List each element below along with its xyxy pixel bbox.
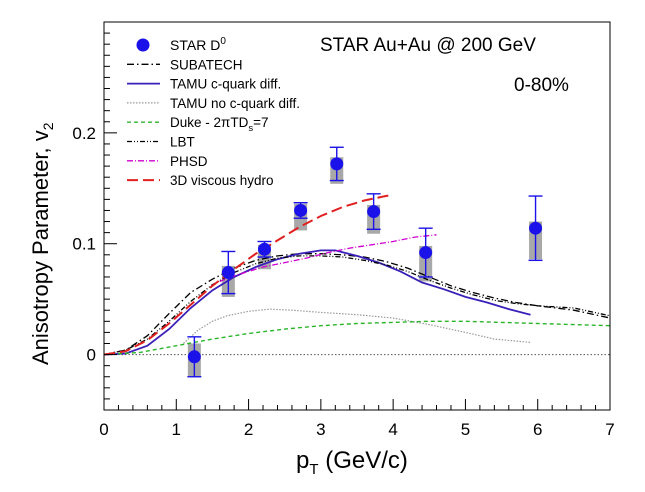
x-tick-label-0: 0 <box>99 420 108 439</box>
data-point-4 <box>294 203 308 217</box>
y-axis-label-sub: 2 <box>40 122 56 130</box>
plot-frame <box>103 21 611 411</box>
series-line-1 <box>104 253 610 356</box>
legend-label-6: PHSD <box>170 154 208 169</box>
x-axis-label-main: p <box>296 447 309 474</box>
x-tick-label-6: 6 <box>533 420 542 439</box>
x-tick-label-4: 4 <box>388 420 397 439</box>
y-tick-label-0: 0 <box>87 346 96 365</box>
legend-label-1-main: SUBATECH <box>170 57 243 72</box>
x-axis-label-tail: (GeV/c) <box>319 447 408 474</box>
legend-label-7-main: 3D viscous hydro <box>170 173 274 188</box>
legend-label-2: TAMU c-quark diff. <box>170 77 281 92</box>
chart-title: STAR Au+Au @ 200 GeV <box>320 35 536 56</box>
legend-label-1: SUBATECH <box>170 57 243 72</box>
series-line-5 <box>104 255 610 356</box>
x-tick-label-1: 1 <box>172 420 181 439</box>
x-tick-label-5: 5 <box>461 420 470 439</box>
legend-label-5-main: LBT <box>170 135 195 150</box>
data-point-3 <box>257 242 271 256</box>
y-tick-label-0.2: 0.2 <box>72 124 96 143</box>
x-axis-label-sub: T <box>309 461 318 478</box>
legend-label-4-sub: s <box>248 123 253 134</box>
x-tick-label-7: 7 <box>605 420 614 439</box>
y-tick-label-0.1: 0.1 <box>72 235 96 254</box>
series-line-4 <box>104 320 610 356</box>
series-line-6 <box>219 234 437 283</box>
legend-label-4: Duke - 2πTDs=7 <box>170 115 269 134</box>
legend-marker-star-d0 <box>136 38 150 52</box>
series-line-2 <box>104 249 531 356</box>
legend-label-5: LBT <box>170 135 195 150</box>
data-point-7 <box>419 246 433 260</box>
x-tick-label-2: 2 <box>244 420 253 439</box>
series-line-7 <box>104 193 394 356</box>
legend-label-7: 3D viscous hydro <box>170 173 274 188</box>
legend-label-4-tail: =7 <box>253 115 268 130</box>
legend-label-3: TAMU no c-quark diff. <box>170 96 300 111</box>
series-line-3 <box>183 308 531 344</box>
data-point-1 <box>187 350 201 364</box>
legend-label-2-main: TAMU c-quark diff. <box>170 77 281 92</box>
legend-label-star-d0: STAR D0 <box>170 36 226 53</box>
x-axis-label: pT (GeV/c) <box>296 447 408 478</box>
legend-label-3-main: TAMU no c-quark diff. <box>170 96 300 111</box>
chart-subtitle: 0-80% <box>514 75 569 96</box>
y-axis-label-main: Anisotropy Parameter, v <box>28 130 53 365</box>
legend-label-star-d0-main: STAR D <box>170 37 220 53</box>
y-axis-label: Anisotropy Parameter, v2 <box>28 122 56 365</box>
x-tick-label-3: 3 <box>316 420 325 439</box>
data-point-2 <box>221 266 235 280</box>
data-point-5 <box>330 157 344 171</box>
legend-label-star-d0-sup: 0 <box>220 36 226 47</box>
model-curves <box>104 193 610 356</box>
legend-label-4-main: Duke - 2πTD <box>170 115 249 130</box>
data-point-6 <box>367 205 381 219</box>
legend-label-6-main: PHSD <box>170 154 208 169</box>
data-point-8 <box>529 221 543 235</box>
